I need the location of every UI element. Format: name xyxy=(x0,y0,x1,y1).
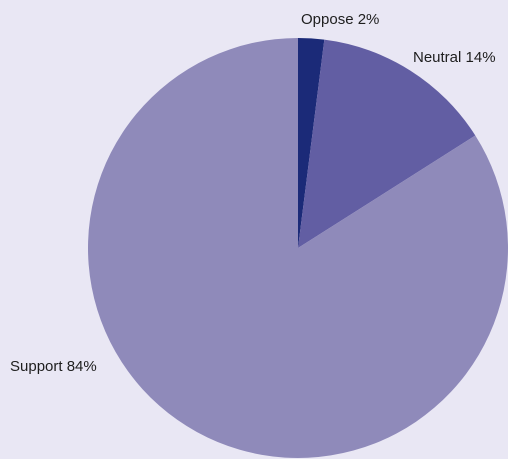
pie-slice-neutral xyxy=(298,39,476,248)
slice-label-oppose: Oppose 2% xyxy=(301,11,379,28)
slice-label-support: Support 84% xyxy=(10,358,97,375)
pie-slice-support xyxy=(87,38,508,458)
pie-slice-oppose xyxy=(298,38,325,248)
pie-slices xyxy=(87,38,508,458)
pie-labels: Oppose 2% Neutral 14% Support 84% xyxy=(10,11,496,375)
slice-label-neutral: Neutral 14% xyxy=(413,49,496,66)
